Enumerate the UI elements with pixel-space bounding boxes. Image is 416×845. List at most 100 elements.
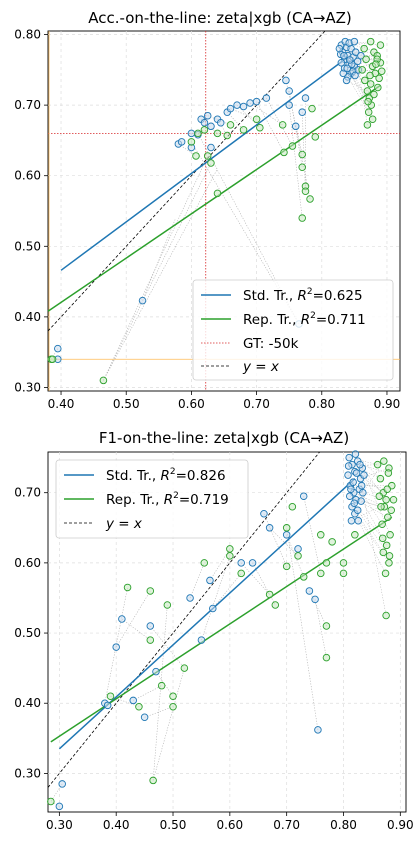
point-rep xyxy=(169,692,177,700)
point-rep xyxy=(146,636,155,644)
point-std xyxy=(207,143,215,152)
chart-acc-x-ticks: 0.40 0.50 0.60 0.70 0.80 0.90 xyxy=(48,391,401,411)
point-rep xyxy=(339,569,348,578)
point-rep xyxy=(149,776,157,785)
point-rep xyxy=(180,664,189,672)
point-std xyxy=(203,111,212,120)
point-rep xyxy=(301,187,310,195)
point-rep xyxy=(306,195,314,203)
point-std xyxy=(357,497,365,505)
point-rep xyxy=(380,457,388,465)
point-rep xyxy=(375,492,384,500)
pair-line xyxy=(144,706,174,718)
pair-line xyxy=(115,590,151,648)
point-std xyxy=(294,545,302,553)
pair-line xyxy=(288,105,303,219)
point-rep xyxy=(282,524,291,532)
chart-acc-legend: Std. Tr., R2=0.625 Rep. Tr., R2=0.711 GT… xyxy=(192,279,394,381)
point-std xyxy=(360,471,368,479)
pair-line xyxy=(354,513,390,564)
pair-line xyxy=(230,108,257,120)
chart-acc-legend-box xyxy=(192,279,394,381)
chart-f1-points xyxy=(47,450,398,811)
chart-f1-legend: Std. Tr., R2=0.826 Rep. Tr., R2=0.719 y … xyxy=(55,459,249,539)
x-tick-label: 0.40 xyxy=(103,818,130,832)
point-rep xyxy=(223,131,232,140)
pair-line xyxy=(303,496,322,574)
pair-line xyxy=(201,555,231,641)
point-rep xyxy=(366,37,375,46)
pair-line xyxy=(357,510,390,557)
chart-f1-reference-line xyxy=(47,451,320,788)
point-std xyxy=(285,87,293,95)
reference-line xyxy=(47,451,320,788)
point-rep xyxy=(163,601,172,609)
pair-line xyxy=(349,495,392,511)
point-rep xyxy=(282,562,291,571)
y-tick-label: 0.70 xyxy=(14,486,41,500)
point-std xyxy=(58,780,66,788)
point-rep xyxy=(271,601,280,609)
point-std xyxy=(282,531,291,539)
point-rep xyxy=(363,87,372,95)
pair-line xyxy=(209,548,231,581)
point-std xyxy=(351,71,359,80)
point-rep xyxy=(376,41,385,49)
pair-line xyxy=(150,625,185,669)
point-std xyxy=(187,129,196,138)
point-rep xyxy=(47,797,55,806)
point-rep xyxy=(252,115,261,123)
point-rep xyxy=(384,513,392,522)
pair-line xyxy=(341,41,371,46)
pair-line xyxy=(103,168,218,381)
point-rep xyxy=(339,559,348,567)
point-rep xyxy=(364,108,373,116)
point-rep xyxy=(226,121,235,129)
chart-f1-frame xyxy=(47,451,407,813)
pair-line xyxy=(103,155,208,381)
point-rep xyxy=(294,552,302,560)
point-std xyxy=(55,802,64,811)
x-tick-label: 0.90 xyxy=(387,818,414,832)
point-rep xyxy=(169,702,177,711)
x-tick-label: 0.90 xyxy=(374,397,401,411)
x-tick-label: 0.70 xyxy=(273,818,300,832)
pair-line xyxy=(309,590,327,627)
pair-line xyxy=(354,66,368,92)
point-rep xyxy=(226,552,234,560)
point-std xyxy=(350,37,359,46)
point-std xyxy=(352,469,361,477)
point-rep xyxy=(99,376,108,385)
point-rep xyxy=(192,152,200,160)
point-std xyxy=(311,595,319,604)
legend-ref-label: y = x xyxy=(242,359,280,375)
legend-std-label: Std. Tr., R2=0.625 xyxy=(243,287,363,304)
pair-line xyxy=(51,348,59,360)
point-rep xyxy=(385,559,393,567)
pair-line xyxy=(155,671,174,697)
point-std xyxy=(347,517,356,525)
point-rep xyxy=(383,485,391,493)
point-rep xyxy=(135,702,143,711)
chart-f1-legend-box xyxy=(55,459,249,539)
point-std xyxy=(138,296,147,305)
legend-rep-label: Rep. Tr., R2=0.711 xyxy=(243,311,366,328)
x-tick-label: 0.70 xyxy=(243,397,270,411)
legend-f1-std-label: Std. Tr., R2=0.826 xyxy=(106,467,226,484)
point-std xyxy=(216,119,225,127)
pair-line xyxy=(361,485,387,616)
x-tick-label: 0.60 xyxy=(216,818,243,832)
pair-line xyxy=(104,587,128,704)
point-std xyxy=(186,594,194,602)
fit-line-std xyxy=(60,56,349,271)
pair-line xyxy=(358,520,386,574)
point-rep xyxy=(200,126,209,134)
point-rep xyxy=(317,569,325,578)
point-rep xyxy=(299,573,308,581)
pair-line xyxy=(285,80,303,155)
point-rep xyxy=(187,138,196,146)
point-rep xyxy=(213,129,222,138)
x-tick-label: 0.60 xyxy=(178,397,205,411)
point-std xyxy=(344,471,352,479)
chart-acc-frame xyxy=(47,30,401,392)
